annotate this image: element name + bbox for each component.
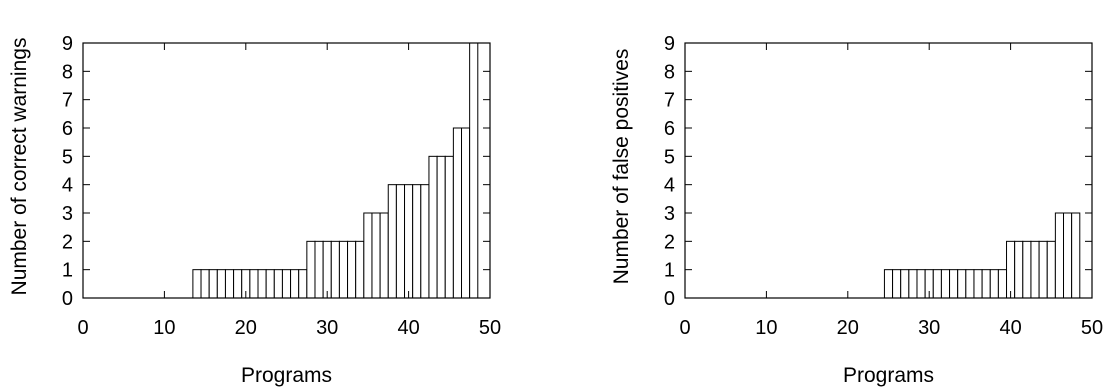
x-tick-label: 0 <box>679 317 690 339</box>
y-tick-label: 7 <box>62 90 73 112</box>
bar <box>428 155 438 299</box>
bar <box>379 212 389 299</box>
bar <box>883 269 894 299</box>
bar <box>1030 240 1040 299</box>
bar <box>395 184 406 299</box>
bar <box>444 155 454 299</box>
y-tick-label: 6 <box>664 118 675 140</box>
bar <box>192 269 202 299</box>
bar <box>461 127 471 299</box>
bar <box>200 269 210 299</box>
y-tick-label: 2 <box>62 231 73 253</box>
x-tick-label: 30 <box>316 317 338 339</box>
bar <box>249 269 259 299</box>
x-tick-label: 10 <box>755 317 777 339</box>
bar <box>989 269 999 299</box>
bar <box>208 269 218 299</box>
x-tick-label: 40 <box>397 317 419 339</box>
y-tick-label: 3 <box>664 203 675 225</box>
right-chart: 0 10 20 30 40 50 0 1 2 3 4 5 6 7 8 9 Programs Number of f… <box>610 33 1103 387</box>
y-tick-label: 0 <box>62 288 73 310</box>
bar <box>469 42 479 299</box>
y-tick-label: 9 <box>664 33 675 55</box>
bar <box>1046 240 1056 299</box>
y-tick-label: 8 <box>62 61 73 83</box>
x-tick-label: 50 <box>1081 317 1103 339</box>
x-tick-label: 0 <box>77 317 88 339</box>
bar <box>265 269 275 299</box>
y-tick-label: 9 <box>62 33 73 55</box>
y-axis-label: Number of correct warnings <box>8 38 31 296</box>
bar <box>387 184 397 299</box>
bar <box>322 240 332 299</box>
bar <box>997 269 1008 299</box>
y-axis-label: Number of false positives <box>610 49 633 285</box>
bar <box>347 240 357 299</box>
y-tick-label: 2 <box>664 231 675 253</box>
x-tick-label: 10 <box>153 317 175 339</box>
bar <box>216 269 226 299</box>
y-tick-label: 1 <box>664 260 675 282</box>
bar <box>1038 240 1048 299</box>
bar <box>940 269 951 299</box>
bar <box>420 184 430 299</box>
y-tick-label: 5 <box>664 146 675 168</box>
bar <box>412 184 422 299</box>
bar <box>363 212 373 299</box>
y-tick-label: 7 <box>664 90 675 112</box>
bar <box>355 240 365 299</box>
left-chart: 0 10 20 30 40 50 0 1 2 3 4 5 6 7 8 9 Programs Number of c… <box>8 33 501 387</box>
bar <box>290 269 300 299</box>
bar <box>257 269 267 299</box>
y-tick-label: 8 <box>664 61 675 83</box>
bar <box>306 240 316 299</box>
bar <box>916 269 926 299</box>
bar <box>1054 212 1065 299</box>
bar <box>273 269 283 299</box>
bar <box>1022 240 1032 299</box>
bar <box>436 155 446 299</box>
bar <box>949 269 959 299</box>
x-tick-label: 20 <box>837 317 859 339</box>
x-axis-label: Programs <box>241 364 332 387</box>
y-tick-label: 3 <box>62 203 73 225</box>
bar <box>224 269 235 299</box>
bar <box>281 269 292 299</box>
bar <box>233 269 243 299</box>
bar <box>452 127 463 299</box>
y-tick-label: 4 <box>62 175 73 197</box>
y-tick-label: 6 <box>62 118 73 140</box>
x-tick-label: 30 <box>918 317 940 339</box>
bar <box>965 269 975 299</box>
bar <box>981 269 991 299</box>
bar <box>1014 240 1024 299</box>
bar <box>900 269 910 299</box>
bar <box>1006 240 1016 299</box>
x-axis-label: Programs <box>843 364 934 387</box>
bar <box>330 240 340 299</box>
plot-frame <box>82 42 491 299</box>
x-tick-label: 40 <box>999 317 1021 339</box>
bar <box>314 240 324 299</box>
bar <box>404 184 414 299</box>
bar <box>957 269 967 299</box>
bar <box>932 269 942 299</box>
y-tick-label: 5 <box>62 146 73 168</box>
bar <box>1063 212 1073 299</box>
bar <box>908 269 918 299</box>
bar <box>1071 212 1081 299</box>
y-tick-label: 1 <box>62 260 73 282</box>
bar <box>973 269 983 299</box>
bar <box>371 212 381 299</box>
bar <box>892 269 902 299</box>
bar <box>298 269 308 299</box>
bar <box>338 240 349 299</box>
y-tick-label: 0 <box>664 288 675 310</box>
y-tick-label: 4 <box>664 175 675 197</box>
x-tick-label: 20 <box>235 317 257 339</box>
x-tick-label: 50 <box>479 317 501 339</box>
plot-frame <box>684 42 1093 299</box>
